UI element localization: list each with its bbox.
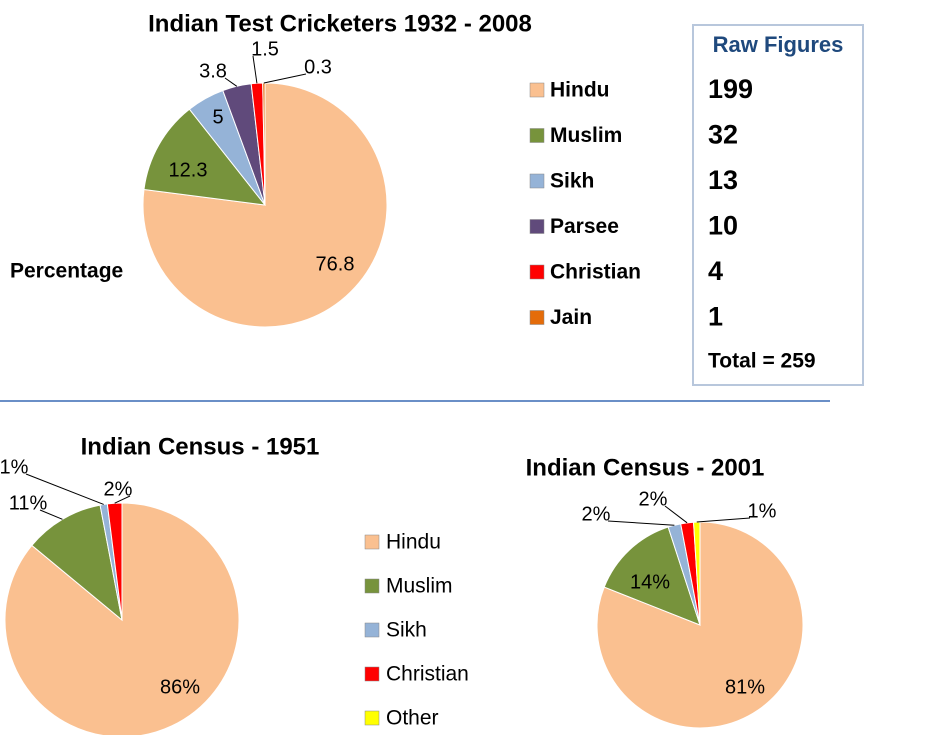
raw-figures-box: [692, 24, 864, 386]
legend-swatch: [529, 310, 545, 325]
legend-swatch: [529, 173, 545, 189]
legend-label: Hindu: [550, 79, 609, 102]
slice-label: 2%: [582, 503, 611, 525]
pie-label: Percentage: [10, 260, 123, 283]
chart-title: Indian Census - 1951: [81, 433, 320, 460]
slice-label: 86%: [160, 676, 200, 698]
legend-label: Jain: [550, 306, 592, 329]
slice-label: 2%: [104, 478, 133, 500]
slice-label: 81%: [725, 676, 765, 698]
legend-label: Parsee: [550, 215, 619, 238]
raw-figures-total: Total = 259: [708, 350, 816, 373]
pie-slice: [106, 502, 123, 621]
chart-title: Indian Test Cricketers 1932 - 2008: [148, 10, 532, 37]
slice-label: 2%: [639, 488, 668, 510]
legend-label: Sikh: [550, 170, 594, 193]
pie-slice: [4, 502, 240, 735]
slice-label: 5: [212, 106, 223, 128]
slice-label: 1%: [748, 500, 777, 522]
raw-figure: 199: [708, 74, 753, 104]
legend-swatch: [529, 128, 545, 143]
raw-figure: 13: [708, 165, 738, 195]
slice-label: 12.3: [169, 159, 208, 181]
pie-slice: [143, 108, 267, 206]
leader-line: [25, 473, 104, 505]
leader-line: [252, 55, 258, 84]
raw-figure: 4: [708, 256, 723, 286]
chart-title: Indian Census - 2001: [526, 454, 765, 481]
legend-label: Sikh: [386, 619, 427, 642]
legend-swatch: [364, 622, 380, 638]
raw-figure: 1: [708, 302, 723, 332]
legend-swatch: [364, 578, 380, 594]
legend-swatch: [529, 219, 545, 234]
legend-swatch: [529, 264, 545, 280]
leader-line: [263, 73, 307, 84]
legend-label: Christian: [386, 663, 469, 686]
leader-line: [224, 77, 238, 87]
leader-line: [607, 520, 675, 526]
slice-label: 14%: [630, 571, 670, 593]
legend-label: Muslim: [386, 575, 453, 598]
legend-label: Other: [386, 707, 439, 730]
slice-label: 1.5: [251, 38, 279, 60]
slice-label: 11%: [9, 492, 48, 514]
legend-label: Hindu: [386, 531, 441, 554]
slice-label: 0.3: [304, 56, 332, 78]
leader-line: [39, 509, 63, 520]
legend-swatch: [364, 534, 380, 550]
slice-label: 3.8: [199, 60, 227, 82]
legend-swatch: [364, 710, 380, 726]
leader-line: [114, 495, 131, 504]
legend-swatch: [529, 82, 545, 98]
legend-label: Muslim: [550, 124, 622, 147]
raw-figures-title: Raw Figures: [713, 32, 844, 57]
leader-line: [664, 505, 688, 524]
slice-label: 1%: [0, 456, 29, 478]
raw-figure: 32: [708, 120, 738, 150]
legend-label: Christian: [550, 261, 641, 284]
leader-line: [696, 517, 751, 523]
pie-slice: [31, 504, 123, 622]
legend-swatch: [364, 666, 380, 682]
slice-label: 76.8: [316, 253, 355, 275]
raw-figure: 10: [708, 211, 738, 241]
